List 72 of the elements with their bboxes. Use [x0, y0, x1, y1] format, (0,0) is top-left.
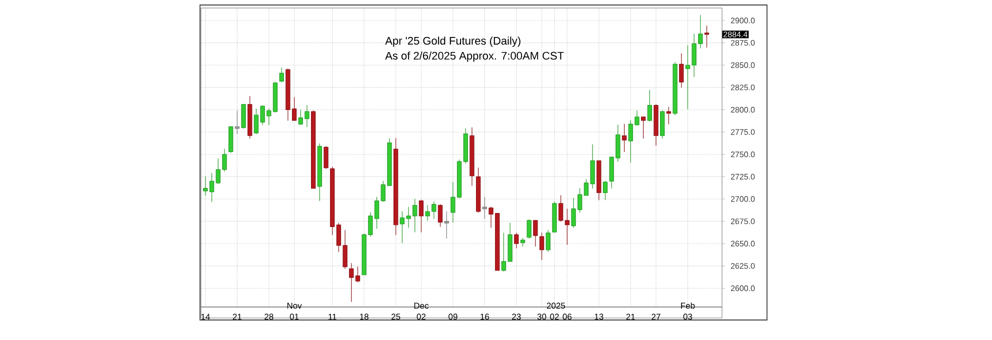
candlestick	[596, 160, 602, 200]
candlestick	[234, 110, 240, 134]
text: As of 2/6/2025 Approx. 7:00AM CST	[385, 52, 564, 62]
candlestick	[640, 116, 646, 139]
candlestick	[564, 208, 570, 245]
candlestick	[602, 180, 608, 200]
candlestick	[666, 106, 672, 124]
candlestick	[324, 146, 328, 169]
candlestick	[520, 238, 526, 247]
candlestick	[672, 62, 678, 116]
candlestick	[647, 90, 652, 122]
candlestick	[241, 104, 246, 129]
x-tick-label: 16	[480, 314, 490, 320]
candlestick	[444, 211, 449, 239]
candlestick	[317, 143, 322, 202]
x-tick-label: Feb 03	[681, 302, 695, 320]
candlestick	[393, 138, 398, 235]
candlestick	[526, 219, 532, 239]
candlestick	[463, 128, 468, 164]
y-tick-label: 2700.0	[730, 196, 755, 202]
candlestick	[679, 53, 684, 88]
y-tick-label: 2825.0	[730, 84, 755, 90]
candlestick	[336, 222, 342, 252]
candlestick	[330, 166, 335, 235]
x-tick-label: 21	[232, 314, 242, 320]
candlestick	[438, 204, 443, 227]
x-tick-label: 30	[537, 314, 546, 320]
x-tick-label: 13	[594, 314, 604, 320]
x-tick-label: Dec 02	[414, 302, 429, 320]
x-tick-label: 09	[448, 314, 458, 320]
x-tick-label: 06	[562, 314, 572, 320]
y-tick-label: 2650.0	[730, 240, 755, 246]
candlestick	[533, 220, 538, 247]
y-tick-label: 2600.0	[730, 285, 755, 292]
text: 2884.4	[724, 32, 748, 38]
candlestick	[342, 230, 348, 269]
candlestick	[539, 232, 544, 260]
x-tick-label: 14	[201, 314, 210, 320]
y-tick-label: 2875.0	[730, 40, 755, 46]
y-tick-label: 2675.0	[730, 218, 755, 224]
candlestick	[248, 96, 252, 139]
x-tick-label: 27	[652, 314, 660, 320]
candlestick	[704, 26, 710, 48]
x-tick-label: Nov 01	[287, 302, 302, 320]
y-tick-label: 2625.0	[730, 263, 755, 269]
x-tick-label: 18	[360, 314, 368, 320]
candlestick	[660, 110, 665, 139]
candlestick	[279, 67, 284, 82]
candlestick	[514, 232, 519, 248]
y-tick-label: 2900.0	[730, 18, 755, 24]
x-tick-label: 25	[392, 314, 400, 320]
x-tick-label: 28	[264, 314, 274, 320]
y-tick-label: 2750.0	[730, 152, 755, 158]
y-tick-label: 2800.0	[730, 106, 755, 113]
candlestick	[476, 167, 481, 213]
candlestick	[418, 200, 424, 232]
candlestick	[546, 230, 550, 252]
candlestick	[622, 124, 627, 152]
candlestick	[552, 201, 557, 232]
x-tick-label: 11	[328, 314, 336, 320]
candlestick	[311, 110, 316, 189]
x-tick-label: 21	[626, 314, 635, 320]
candlestick	[228, 126, 234, 153]
y-tick-label: 2725.0	[730, 174, 755, 180]
candlestick	[558, 195, 564, 222]
candlestick	[654, 104, 658, 146]
y-tick-label: 2850.0	[730, 62, 755, 68]
candlestick	[470, 127, 474, 186]
x-tick-label: 23	[512, 314, 521, 320]
text: Apr '25 Gold Futures (Daily)	[385, 36, 520, 47]
candlestick	[482, 196, 488, 219]
y-tick-label: 2775.0	[730, 129, 755, 135]
